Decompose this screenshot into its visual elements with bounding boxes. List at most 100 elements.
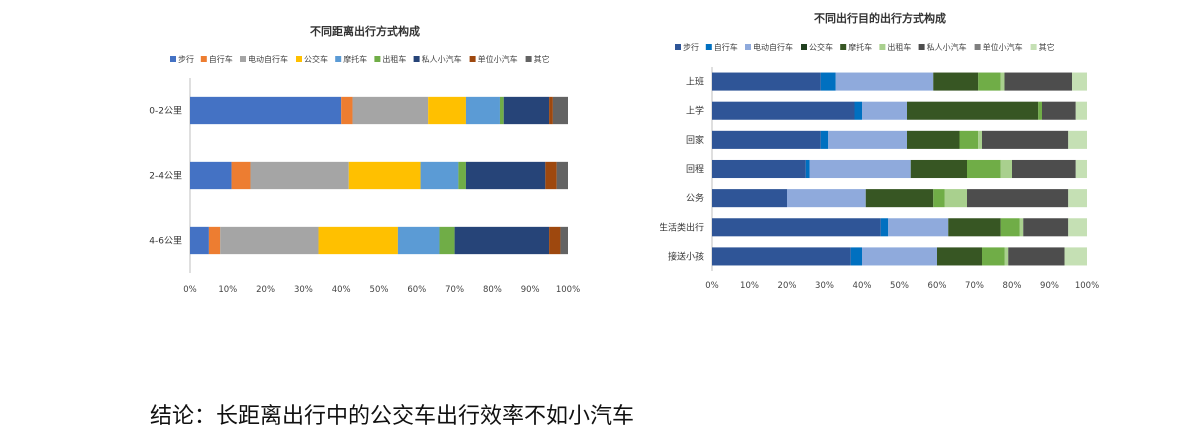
bar-segment — [978, 72, 1001, 91]
bar-segment — [549, 226, 561, 255]
legend-label: 私人小汽车 — [927, 42, 967, 52]
legend-swatch — [469, 56, 476, 62]
bar-segment — [933, 72, 979, 91]
legend-item: 单位小汽车 — [974, 42, 1023, 52]
bar-segment — [231, 161, 251, 190]
legend-swatch — [170, 56, 176, 62]
bar-segment — [560, 226, 568, 255]
bar-segment — [465, 96, 500, 125]
legend-item: 私人小汽车 — [413, 54, 462, 64]
bar-segment — [1068, 189, 1087, 208]
x-tick-label: 10% — [218, 285, 237, 295]
x-tick-label: 40% — [332, 285, 351, 295]
distance-mode-chart: 不同距离出行方式构成 步行 自行车 电动自行车 公交车 摩托车 出租车 私人小汽车 单位小汽车 其… — [140, 0, 590, 300]
legend-swatch — [335, 56, 342, 62]
x-tick-label: 80% — [483, 285, 502, 295]
legend-item: 公交车 — [801, 42, 833, 52]
bar-segment — [862, 247, 937, 266]
bar-segment — [888, 218, 949, 237]
bar-segment — [712, 247, 851, 266]
bar-segment — [959, 130, 979, 149]
x-tick-label: 70% — [965, 281, 984, 291]
bar-segment — [250, 161, 349, 190]
bar-segment — [967, 189, 1069, 208]
legend-label: 自行车 — [714, 42, 738, 52]
x-tick-label: 70% — [445, 285, 464, 295]
legend-item: 私人小汽车 — [918, 42, 967, 52]
x-tick-label: 20% — [256, 285, 275, 295]
bar-segment — [982, 247, 1005, 266]
category-label: 上班 — [686, 76, 704, 88]
x-tick-label: 90% — [521, 285, 540, 295]
bar-segment — [910, 159, 967, 179]
legend-label: 公交车 — [809, 42, 833, 52]
bar-segment — [712, 130, 821, 149]
legend-label: 出租车 — [382, 54, 406, 64]
chart-title: 不同距离出行方式构成 — [310, 24, 420, 38]
legend-swatch — [879, 44, 886, 50]
bar-segment — [1008, 247, 1065, 266]
legend-label: 单位小汽车 — [478, 54, 518, 64]
x-tick-label: 90% — [1040, 281, 1059, 291]
bar-segment — [948, 218, 1001, 237]
legend-item: 自行车 — [705, 42, 738, 52]
bar-segment — [503, 96, 550, 125]
bar-segment — [828, 130, 907, 149]
x-tick-label: 30% — [294, 285, 313, 295]
bar-segment — [458, 161, 466, 190]
legend-item: 其它 — [525, 54, 550, 64]
legend-swatch — [1030, 44, 1037, 50]
legend-swatch — [525, 56, 532, 62]
bar-segment — [907, 101, 1039, 120]
legend-item: 自行车 — [200, 54, 233, 64]
legend-swatch — [200, 56, 207, 62]
x-tick-label: 100% — [1075, 281, 1099, 291]
legend-swatch — [413, 56, 420, 62]
legend-swatch — [705, 44, 712, 50]
legend-swatch — [240, 56, 246, 62]
bar-segment — [862, 101, 907, 120]
legend-item: 单位小汽车 — [469, 54, 518, 64]
bar-segment — [1064, 247, 1087, 266]
legend-item: 步行 — [675, 42, 699, 52]
bar-segment — [545, 161, 557, 190]
legend-label: 私人小汽车 — [422, 54, 462, 64]
legend-item: 出租车 — [374, 54, 406, 64]
bar-segment — [428, 96, 466, 125]
bar-segment — [1075, 101, 1087, 120]
bar-segment — [712, 72, 821, 91]
bar-segment — [190, 226, 209, 255]
bar-segment — [787, 189, 866, 208]
bar-segment — [805, 159, 810, 179]
legend-label: 出租车 — [887, 42, 911, 52]
bar-segment — [1012, 159, 1076, 179]
legend-label: 电动自行车 — [248, 54, 288, 64]
bar-segment — [712, 159, 806, 179]
legend-label: 摩托车 — [343, 54, 367, 64]
bar-segment — [318, 226, 398, 255]
bar-segment — [937, 247, 982, 266]
x-tick-label: 0% — [183, 285, 197, 295]
legend-swatch — [374, 56, 381, 62]
x-tick-label: 10% — [740, 281, 759, 291]
bar-segment — [967, 159, 1001, 179]
legend-swatch — [675, 44, 681, 50]
legend-item: 摩托车 — [840, 42, 872, 52]
x-tick-label: 50% — [890, 281, 909, 291]
x-tick-label: 30% — [815, 281, 834, 291]
bar-segment — [1000, 159, 1012, 179]
x-tick-label: 40% — [853, 281, 872, 291]
bar-segment — [397, 226, 440, 255]
bar-segment — [1023, 218, 1069, 237]
bar-segment — [1068, 130, 1087, 149]
bar-segment — [439, 226, 455, 255]
legend-label: 摩托车 — [848, 42, 872, 52]
x-tick-label: 60% — [928, 281, 947, 291]
legend-label: 步行 — [683, 42, 699, 52]
legend-label: 其它 — [534, 54, 550, 64]
bar-segment — [907, 130, 960, 149]
x-tick-label: 60% — [407, 285, 426, 295]
bar-segment — [348, 161, 421, 190]
